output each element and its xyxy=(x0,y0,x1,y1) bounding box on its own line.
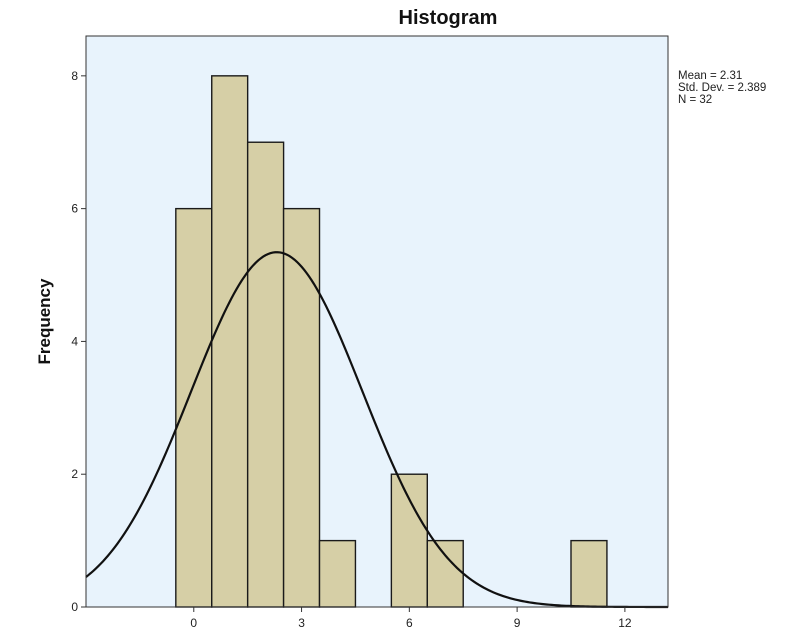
plot-area xyxy=(86,36,668,607)
histogram-bar xyxy=(282,207,321,608)
y-axis: 0 2 4 6 8 xyxy=(71,69,86,614)
y-tick-label: 4 xyxy=(71,334,78,348)
x-tick-label: 12 xyxy=(618,616,632,630)
stats-box: Mean = 2.31 Std. Dev. = 2.389 N = 32 xyxy=(678,70,766,106)
x-axis: 0 3 6 9 12 xyxy=(190,607,632,630)
histogram-bar xyxy=(211,75,249,608)
normal-curve xyxy=(85,251,668,609)
y-tick-label: 2 xyxy=(71,467,78,481)
histogram-bar xyxy=(390,473,428,608)
y-tick-label: 8 xyxy=(71,69,78,83)
x-tick-label: 6 xyxy=(406,616,413,630)
y-axis-label: Frequency xyxy=(35,278,54,365)
histogram-bar xyxy=(175,207,213,608)
histogram-bar xyxy=(426,539,464,608)
histogram-bar xyxy=(246,141,285,608)
stat-n: N = 32 xyxy=(678,94,712,106)
stat-mean: Mean = 2.31 xyxy=(678,70,742,82)
bars-group xyxy=(175,75,608,608)
histogram-bar xyxy=(570,539,608,608)
y-tick-label: 6 xyxy=(71,202,78,216)
y-tick-label: 0 xyxy=(71,600,78,614)
plot-frame xyxy=(85,35,669,608)
x-tick-label: 3 xyxy=(298,616,305,630)
stat-std-dev: Std. Dev. = 2.389 xyxy=(678,82,766,94)
x-tick-label: 9 xyxy=(514,616,521,630)
x-tick-label: 0 xyxy=(190,616,197,630)
chart-title: Histogram xyxy=(399,7,498,29)
histogram-bar xyxy=(318,539,357,608)
